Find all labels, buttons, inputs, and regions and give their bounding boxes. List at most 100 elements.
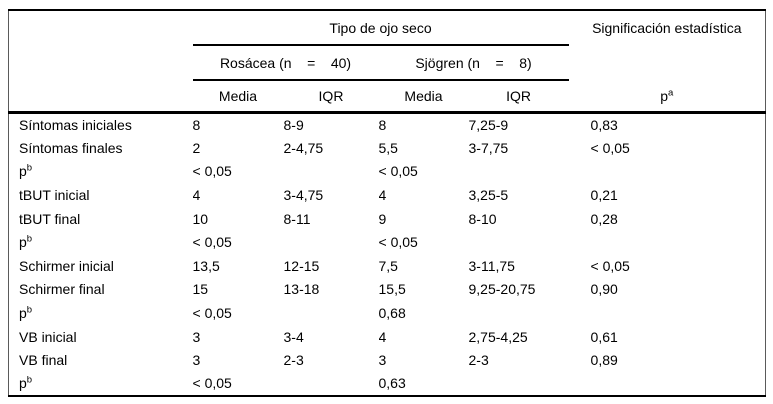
col-header-rosacea-iqr: IQR — [283, 80, 379, 114]
cell-rosacea-media: < 0,05 — [192, 375, 232, 392]
row-label: VB inicial — [19, 328, 77, 345]
table-row: Síntomas finales 2 2-4,75 5,5 3-7,75 < 0,05 — [9, 136, 766, 160]
cell-p-value — [569, 160, 766, 184]
row-label: tBUT final — [19, 210, 81, 227]
group-title: Tipo de ojo seco — [192, 10, 569, 46]
p-superscript-a: a — [668, 86, 674, 98]
cell-rosacea-iqr: 2-4,75 — [283, 139, 324, 156]
row-label-superscript: b — [26, 304, 33, 316]
cell-sjogren-iqr: 8-10 — [468, 210, 497, 227]
empty-corner-cell — [9, 10, 193, 45]
table-row: Síntomas iniciales 8 8-9 8 7,25-9 0,83 — [9, 113, 766, 137]
significance-title: Significación estadística — [592, 20, 742, 36]
cell-rosacea-iqr — [284, 160, 379, 184]
cell-sjogren-media: 5,5 — [378, 139, 398, 156]
cell-sjogren-iqr: 2-3 — [468, 352, 489, 369]
cell-rosacea-media: < 0,05 — [192, 163, 232, 180]
empty-cell — [8, 80, 193, 114]
cell-rosacea-media: 13,5 — [192, 257, 220, 274]
row-label: pb — [19, 304, 33, 322]
cell-rosacea-iqr: 2-3 — [283, 352, 304, 369]
cell-rosacea-media: 3 — [192, 352, 201, 369]
row-label: tBUT inicial — [19, 187, 90, 204]
table-row: VB final 3 2-3 3 2-3 0,89 — [9, 348, 766, 372]
cell-rosacea-iqr: 13-18 — [283, 281, 320, 298]
row-label: Schirmer final — [19, 281, 105, 298]
row-label: Síntomas iniciales — [19, 117, 132, 134]
cell-rosacea-iqr — [284, 372, 379, 396]
cell-rosacea-iqr: 8-11 — [283, 210, 311, 227]
table-row: pb < 0,05 < 0,05 — [9, 160, 766, 184]
cell-sjogren-media: < 0,05 — [378, 234, 418, 251]
rosacea-group-label: Rosácea (n = 40) — [192, 45, 379, 81]
cell-sjogren-iqr: 2,75-4,25 — [468, 328, 528, 345]
column-header-row: Media IQR Media IQR pa — [8, 80, 766, 114]
cell-p-value: 0,90 — [590, 281, 618, 298]
row-label: pb — [19, 374, 33, 392]
row-label: pb — [19, 162, 33, 180]
cell-rosacea-iqr — [284, 230, 379, 254]
col-header-rosacea-media: Media — [192, 80, 284, 114]
cell-sjogren-iqr — [469, 301, 569, 325]
table-row: VB inicial 3 3-4 4 2,75-4,25 0,61 — [9, 325, 766, 349]
cell-rosacea-iqr — [284, 301, 379, 325]
cell-sjogren-iqr: 7,25-9 — [468, 117, 509, 134]
col-header-p-value: pa — [568, 80, 766, 114]
cell-sjogren-iqr — [469, 230, 569, 254]
cell-rosacea-iqr: 8-9 — [283, 117, 304, 134]
cell-rosacea-media: 10 — [192, 210, 209, 227]
cell-sjogren-media: 0,68 — [378, 305, 406, 322]
cell-rosacea-media: 3 — [192, 328, 201, 345]
cell-sjogren-media: 7,5 — [378, 257, 398, 274]
cell-rosacea-iqr: 3-4 — [283, 328, 304, 345]
cell-sjogren-media: 15,5 — [378, 281, 406, 298]
cell-rosacea-media: < 0,05 — [192, 234, 232, 251]
cell-p-value: < 0,05 — [590, 257, 630, 274]
cell-sjogren-iqr — [469, 160, 569, 184]
group-header-row: Tipo de ojo seco Significación estadísti… — [9, 10, 766, 46]
table-row: Schirmer final 15 13-18 15,5 9,25-20,75 0,90 — [9, 278, 766, 302]
table-row: pb < 0,05 < 0,05 — [9, 230, 766, 254]
row-label: VB final — [19, 352, 68, 369]
cell-sjogren-iqr — [469, 372, 569, 396]
cell-sjogren-media: 9 — [378, 210, 387, 227]
cell-p-value: 0,61 — [590, 328, 618, 345]
row-label: Schirmer inicial — [19, 257, 114, 274]
row-label: Síntomas finales — [19, 139, 123, 156]
cell-sjogren-media: 3 — [378, 352, 387, 369]
cell-sjogren-media: 8 — [378, 117, 387, 134]
cell-p-value — [569, 230, 766, 254]
cell-rosacea-media: 4 — [192, 187, 201, 204]
empty-cell — [9, 45, 193, 80]
cell-rosacea-media: 2 — [192, 139, 201, 156]
cell-sjogren-iqr: 3-11,75 — [468, 257, 515, 274]
table-row: pb < 0,05 0,63 — [9, 372, 766, 396]
cell-p-value: 0,89 — [590, 352, 618, 369]
dry-eye-results-table: Tipo de ojo seco Significación estadísti… — [8, 9, 767, 397]
cell-rosacea-media: 8 — [192, 117, 201, 134]
table-header: Tipo de ojo seco Significación estadísti… — [8, 10, 766, 114]
table-body: Síntomas iniciales 8 8-9 8 7,25-9 0,83 Síntoma… — [9, 113, 766, 396]
cell-sjogren-media: 0,63 — [378, 375, 406, 392]
table-row: Schirmer inicial 13,5 12-15 7,5 3-11,75 < 0,0… — [9, 254, 766, 278]
row-label-superscript: b — [26, 162, 33, 174]
p-label: p — [660, 87, 669, 104]
row-label-superscript: b — [26, 233, 33, 245]
cell-p-value: 0,28 — [590, 210, 618, 227]
cell-rosacea-media: < 0,05 — [192, 305, 232, 322]
cell-rosacea-iqr: 12-15 — [283, 257, 320, 274]
cell-sjogren-media: < 0,05 — [378, 163, 418, 180]
row-label-superscript: b — [26, 374, 33, 386]
cell-sjogren-media: 4 — [378, 328, 387, 345]
cell-p-value: 0,21 — [590, 187, 618, 204]
table-row: tBUT final 10 8-11 9 8-10 0,28 — [9, 207, 766, 231]
table-row: pb < 0,05 0,68 — [9, 301, 766, 325]
cell-rosacea-iqr: 3-4,75 — [283, 187, 324, 204]
cell-sjogren-iqr: 9,25-20,75 — [468, 281, 536, 298]
cell-sjogren-media: 4 — [378, 187, 387, 204]
cell-rosacea-media: 15 — [192, 281, 209, 298]
table-row: tBUT inicial 4 3-4,75 4 3,25-5 0,21 — [9, 183, 766, 207]
cell-p-value: 0,83 — [590, 117, 618, 134]
col-header-sjogren-iqr: IQR — [468, 80, 569, 114]
